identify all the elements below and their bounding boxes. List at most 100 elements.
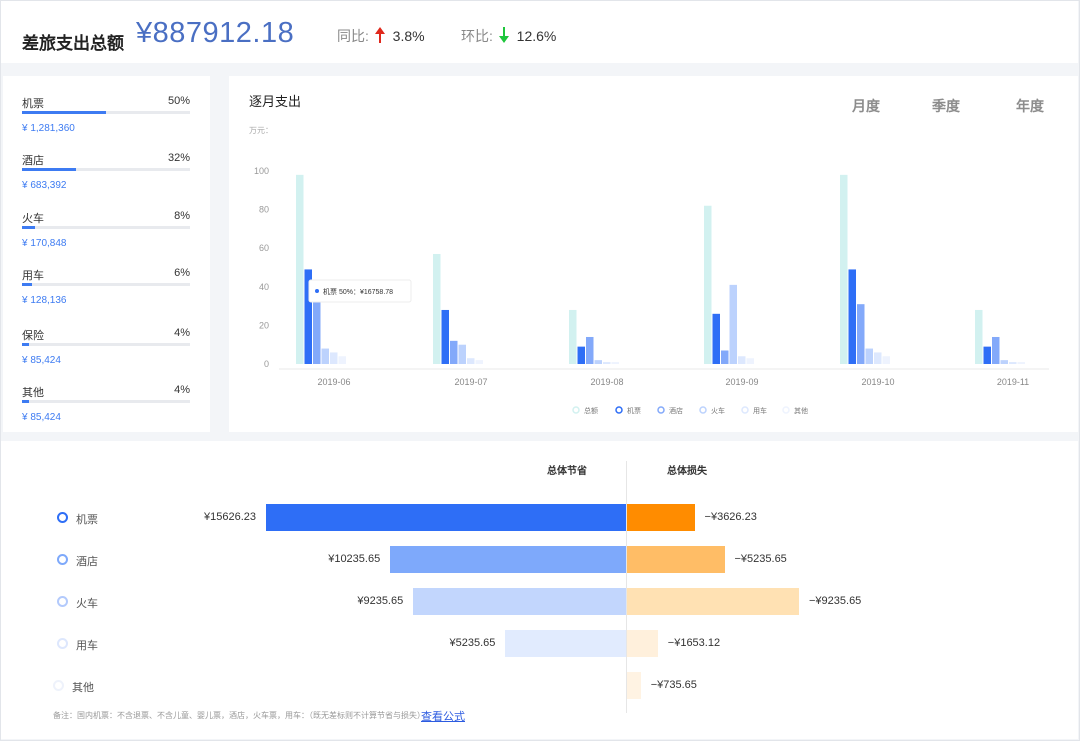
- category-name: 火车: [22, 213, 44, 225]
- bar-酒店-2019-08: [586, 336, 594, 364]
- bar-其他-2019-11: [1017, 362, 1025, 364]
- loss-bar: [627, 546, 725, 573]
- yoy-value: 3.8%: [392, 28, 425, 44]
- x-tick-label: 2019-10: [861, 377, 894, 387]
- tooltip-box: [308, 279, 412, 303]
- loss-value: −¥9235.65: [809, 595, 862, 607]
- x-tick-label: 2019-06: [317, 377, 350, 387]
- arrow-up-icon: [374, 27, 385, 43]
- mom-label: 环比:: [461, 28, 493, 44]
- savings-bar: [505, 630, 626, 657]
- savings-bar: [266, 504, 626, 531]
- category-percent: 4%: [174, 327, 190, 339]
- mom-indicator: 环比: 12.6%: [461, 26, 556, 46]
- category-radio[interactable]: [57, 512, 68, 523]
- category-breakdown: 机票 50% ¥ 1,281,360 酒店 32% ¥ 683,392 火车 8…: [3, 76, 210, 432]
- chart-title: 逐月支出: [249, 94, 302, 109]
- bar-用车-2019-07: [467, 358, 475, 364]
- bar-用车-2019-09: [738, 356, 746, 364]
- y-tick-label: 20: [259, 320, 269, 330]
- center-divider: [626, 461, 627, 713]
- bar-火车-2019-09: [729, 284, 737, 364]
- bar-其他-2019-10: [882, 356, 890, 364]
- x-tick-label: 2019-09: [725, 377, 758, 387]
- category-progress-fill: [22, 226, 36, 229]
- category-progress: [22, 400, 190, 403]
- tab-monthly[interactable]: 月度: [852, 98, 880, 114]
- loss-bar: [627, 672, 641, 699]
- bar-火车-2019-11: [1000, 360, 1008, 364]
- legend-label: 用车: [753, 406, 767, 415]
- monthly-spend-chart: 万元： 0 20 40 60 80 100 2019-06 2019-07 2019-08 2019…: [249, 126, 1049, 415]
- savings-value: ¥10235.65: [328, 553, 381, 565]
- bar-机票-2019-11: [983, 346, 991, 364]
- tab-yearly[interactable]: 年度: [1016, 98, 1044, 114]
- bar-用车-2019-11: [1009, 362, 1017, 364]
- legend-marker-icon: [615, 406, 623, 414]
- bar-火车-2019-10: [865, 348, 873, 364]
- category-progress-fill: [22, 168, 76, 171]
- bar-机票-2019-06: [304, 269, 312, 364]
- savings-bar: [390, 546, 626, 573]
- bar-用车-2019-06: [330, 352, 338, 364]
- arrow-down-icon: [498, 27, 509, 43]
- bar-酒店-2019-11: [992, 336, 1000, 364]
- y-tick-label: 40: [259, 282, 269, 292]
- category-progress-fill: [22, 400, 29, 403]
- category-amount: ¥ 128,136: [22, 295, 67, 306]
- x-tick-label: 2019-08: [590, 377, 623, 387]
- total-loss-header: 总体损失: [667, 466, 707, 477]
- footnote: 备注：国内机票：不含退票、不含儿童、婴儿票，酒店，火车票，用车：（既无差标则不计…: [53, 711, 425, 720]
- category-progress: [22, 111, 190, 114]
- loss-bar: [627, 588, 799, 615]
- category-progress: [22, 343, 190, 346]
- bar-其他-2019-07: [475, 360, 483, 364]
- bar-机票-2019-08: [577, 346, 585, 364]
- bar-总额-2019-09: [704, 205, 712, 364]
- tooltip-text: 机票 50%：¥16758.78: [323, 287, 393, 296]
- bar-其他-2019-06: [338, 356, 346, 364]
- page-title: 差旅支出总额: [22, 34, 124, 53]
- y-tick-label: 100: [254, 166, 269, 176]
- bar-用车-2019-08: [603, 362, 611, 364]
- savings-value: ¥9235.65: [357, 595, 404, 607]
- category-radio[interactable]: [57, 596, 68, 607]
- bar-火车-2019-08: [594, 360, 602, 364]
- category-radio[interactable]: [57, 554, 68, 565]
- category-progress-fill: [22, 343, 29, 346]
- view-formula-link[interactable]: 查看公式: [421, 711, 465, 723]
- category-name: 酒店: [22, 155, 44, 167]
- y-tick-label: 0: [264, 359, 269, 369]
- bar-用车-2019-10: [874, 352, 882, 364]
- legend-label: 总额: [584, 406, 598, 415]
- category-name: 其他: [22, 387, 44, 399]
- category-progress: [22, 168, 190, 171]
- category-percent: 4%: [174, 384, 190, 396]
- savings-bar: [413, 588, 626, 615]
- savings-value: ¥15626.23: [204, 511, 256, 523]
- category-name: 机票: [22, 98, 44, 110]
- bar-酒店-2019-07: [450, 340, 458, 364]
- bar-机票-2019-09: [712, 313, 720, 364]
- monthly-chart-panel: 万元： 0 20 40 60 80 100 2019-06 2019-07 2019-08 2019…: [229, 76, 1078, 432]
- category-percent: 6%: [174, 267, 190, 279]
- y-tick-label: 60: [259, 243, 269, 253]
- category-percent: 32%: [167, 152, 190, 164]
- loss-value: −¥735.65: [650, 679, 697, 691]
- bar-其他-2019-08: [611, 362, 619, 364]
- category-progress-fill: [22, 283, 33, 286]
- loss-value: −¥1653.12: [667, 637, 721, 649]
- category-radio[interactable]: [53, 680, 64, 691]
- category-radio[interactable]: [57, 638, 68, 649]
- summary-header: 差旅支出总额 ¥887912.18 同比: 3.8% 环比: 12.6%: [1, 1, 1078, 63]
- total-amount: ¥887912.18: [136, 17, 295, 49]
- yoy-label: 同比:: [337, 28, 369, 44]
- category-amount: ¥ 85,424: [22, 355, 61, 366]
- category-label: 机票: [76, 514, 98, 526]
- tab-quarterly[interactable]: 季度: [932, 98, 960, 114]
- legend-marker-icon: [572, 406, 580, 414]
- mom-value: 12.6%: [516, 28, 557, 44]
- yoy-indicator: 同比: 3.8%: [337, 26, 425, 46]
- bar-总额-2019-11: [975, 309, 983, 364]
- category-amount: ¥ 683,392: [22, 180, 67, 191]
